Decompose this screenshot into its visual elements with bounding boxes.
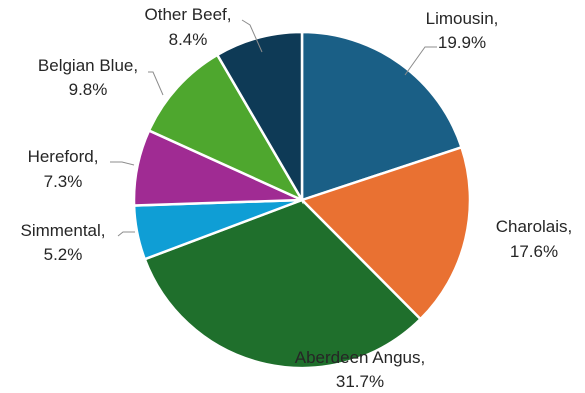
data-label-category: Charolais, [496,217,573,236]
pie-slices [132,30,472,370]
data-label-percent: 31.7% [336,372,384,391]
data-label-category: Limousin, [426,9,499,28]
data-label-percent: 17.6% [510,242,558,261]
data-label-category: Simmental, [20,221,105,240]
slice-aberdeen-angus [143,198,423,370]
data-labels: Limousin, 19.9% Charolais, 17.6% Aberdeen An… [20,5,572,391]
leader-line-hereford [110,161,135,166]
leader-line-limousin [404,46,437,76]
data-label-percent: 8.4% [169,30,208,49]
leader-line-belgian-blue [148,71,164,96]
slice-other-beef [215,30,304,205]
data-label-category: Belgian Blue, [38,56,138,75]
data-label-percent: 9.8% [69,80,108,99]
data-label-category: Hereford, [28,147,99,166]
slice-belgian-blue [147,53,306,203]
slice-limousin [300,30,464,202]
data-label-percent: 5.2% [44,245,83,264]
data-label-category: Other Beef, [145,5,232,24]
data-label-percent: 7.3% [44,172,83,191]
leader-line-simmental [117,231,135,237]
leader-line-other-beef [241,19,263,53]
data-label-percent: 19.9% [438,33,486,52]
leader-lines [110,19,437,237]
slice-charolais [299,145,472,321]
data-label-category: Aberdeen Angus, [295,348,425,367]
